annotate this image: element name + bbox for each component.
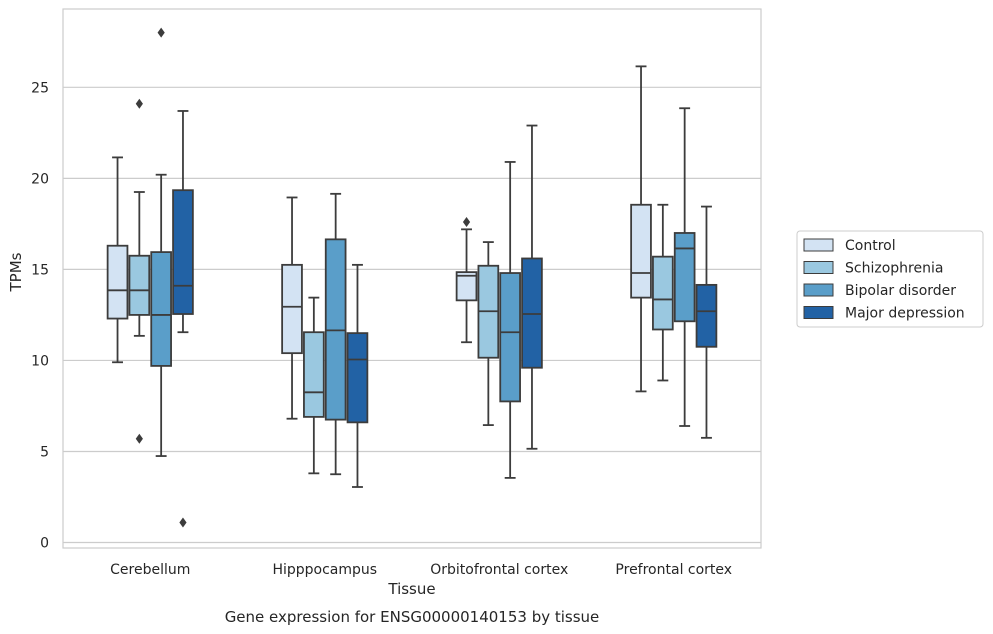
box bbox=[673, 232, 696, 323]
y-tick-label: 20 bbox=[31, 171, 49, 187]
box bbox=[128, 254, 151, 316]
box bbox=[324, 238, 347, 421]
box-group bbox=[281, 196, 303, 420]
box-group bbox=[455, 217, 478, 344]
boxes bbox=[106, 27, 718, 528]
y-tick-label: 10 bbox=[31, 353, 49, 369]
outlier-point bbox=[135, 98, 143, 109]
box bbox=[652, 255, 674, 331]
y-tick-labels: 0 5 10 15 20 25 bbox=[31, 80, 49, 551]
legend-label: Major depression bbox=[845, 306, 965, 322]
y-axis-title: TPMs bbox=[7, 252, 25, 292]
box-group bbox=[652, 203, 674, 382]
box bbox=[630, 203, 652, 299]
y-tick-label: 0 bbox=[40, 536, 49, 552]
y-tick-label: 5 bbox=[40, 444, 49, 460]
x-tick-label: Prefrontal cortex bbox=[615, 562, 732, 578]
box bbox=[455, 271, 478, 302]
y-tick-label: 15 bbox=[31, 262, 49, 278]
x-tick-label: Cerebellum bbox=[110, 562, 190, 578]
x-tick-labels: Cerebellum Hipppocampus Orbitofrontal cort… bbox=[110, 562, 732, 578]
legend-swatch bbox=[803, 238, 834, 252]
box bbox=[281, 263, 303, 355]
x-tick-label: Hipppocampus bbox=[272, 562, 377, 578]
box-group bbox=[673, 107, 696, 427]
x-axis-title: Tissue bbox=[387, 580, 435, 598]
box-group bbox=[106, 156, 129, 364]
legend-label: Control bbox=[845, 238, 896, 254]
box-group bbox=[499, 161, 521, 479]
box bbox=[695, 283, 718, 348]
box-group bbox=[477, 241, 500, 426]
outlier-point bbox=[179, 517, 187, 528]
box bbox=[499, 272, 521, 403]
box-group bbox=[521, 124, 543, 450]
chart-caption: Gene expression for ENSG00000140153 by t… bbox=[225, 608, 600, 626]
legend-frame bbox=[796, 230, 984, 328]
box bbox=[150, 251, 172, 367]
box bbox=[106, 244, 129, 320]
legend-label: Bipolar disorder bbox=[845, 283, 956, 299]
box bbox=[521, 257, 543, 369]
outlier-point bbox=[157, 27, 165, 38]
outlier-point bbox=[462, 217, 471, 228]
legend-swatch bbox=[803, 306, 834, 319]
box-group bbox=[150, 27, 172, 457]
y-tick-label: 25 bbox=[31, 80, 49, 96]
box-group bbox=[346, 263, 369, 488]
legend-swatch bbox=[803, 283, 834, 297]
box-group bbox=[172, 110, 194, 528]
legend-swatch bbox=[803, 261, 834, 274]
x-tick-label: Orbitofrontal cortex bbox=[430, 562, 568, 578]
box-group bbox=[324, 192, 347, 476]
box-group bbox=[695, 205, 718, 439]
outlier-point bbox=[135, 433, 143, 444]
box-group bbox=[128, 98, 151, 444]
box bbox=[303, 331, 325, 418]
box bbox=[172, 189, 194, 315]
box-group bbox=[303, 296, 325, 475]
box bbox=[346, 332, 369, 424]
grid-lines bbox=[63, 86, 761, 544]
legend: Control Schizophrenia Bipolar disorder Majo… bbox=[796, 230, 984, 328]
legend-label: Schizophrenia bbox=[845, 261, 943, 277]
box-group bbox=[630, 65, 652, 393]
